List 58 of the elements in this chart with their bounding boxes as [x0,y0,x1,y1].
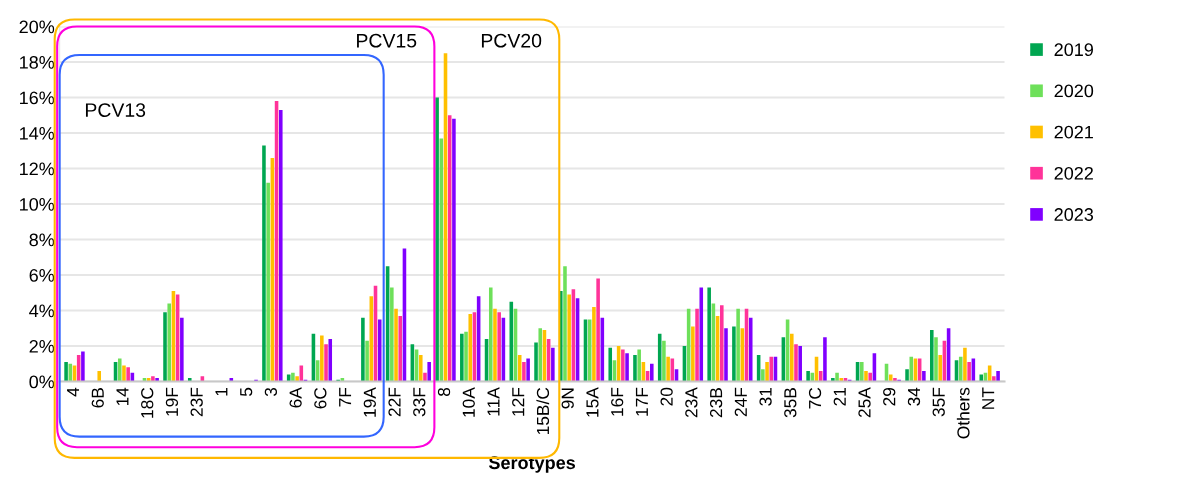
y-tick-label: 10% [20,198,55,211]
x-tick-label: 12F [512,387,525,416]
x-tick-label: 6A [289,387,302,408]
x-tick-label: 19F [165,387,179,416]
y-tick-label: 4% [29,304,55,318]
x-tick-label: 7F [339,387,352,407]
x-tick-label: 17F [635,387,648,416]
x-tick-label: 21 [833,387,846,406]
x-tick-label: 35F [932,387,945,417]
x-tick-label: Others [956,387,970,439]
x-tick-label: NT [982,387,995,409]
x-tick-label: 11A [487,387,500,416]
x-tick-label: 23B [709,388,723,418]
x-tick-label: 23A [685,387,698,418]
x-tick-label: 3 [264,387,278,397]
y-tick-label: 2% [29,340,55,353]
x-tick-label: 29 [883,387,896,406]
annotation: PCV20 [481,33,542,48]
x-tick-label: 15A [586,387,599,417]
x-tick-label: 6B [91,388,104,408]
x-axis-title: Serotypes [488,456,575,473]
x-tick-label: 5 [240,387,253,397]
legend-label: 2023 [1054,208,1094,221]
legend-label: 2019 [1054,43,1093,57]
y-tick-label: 14% [20,127,55,140]
x-tick-label: 15B/C [536,387,550,435]
y-tick-label: 12% [20,162,55,176]
y-tick-label: 0% [29,375,55,389]
x-tick-label: 20 [660,387,673,406]
legend-label: 2021 [1054,125,1093,139]
legend-label: 2022 [1054,166,1093,180]
x-tick-label: 1 [215,387,228,396]
x-tick-label: 14 [116,387,129,406]
annotation: PCV13 [85,103,146,117]
x-tick-label: 6C [314,387,327,409]
x-tick-label: 7C [808,387,822,409]
x-tick-label: 23F [190,387,203,417]
x-tick-label: 22F [388,387,401,417]
legend-label: 2020 [1054,84,1094,98]
x-tick-label: 8 [437,387,451,397]
y-tick-label: 20% [19,20,55,34]
y-tick-label: 6% [29,269,55,282]
y-tick-label: 8% [29,233,55,247]
x-tick-label: 34 [907,387,921,406]
x-tick-label: 33F [413,387,426,417]
x-tick-label: 9N [561,388,574,409]
x-tick-label: 18C [141,387,154,418]
x-tick-label: 16F [611,387,624,416]
x-tick-label: 10A [462,387,475,417]
y-tick-label: 18% [20,56,55,69]
annotation: PCV15 [357,33,417,48]
x-tick-label: 4 [67,387,79,397]
x-tick-label: 25A [858,387,871,418]
x-tick-label: 31 [759,387,772,406]
x-tick-label: 19A [363,387,376,417]
x-tick-label: 24F [734,387,747,417]
x-tick-label: 35B [784,388,797,418]
y-tick-label: 16% [20,91,55,105]
